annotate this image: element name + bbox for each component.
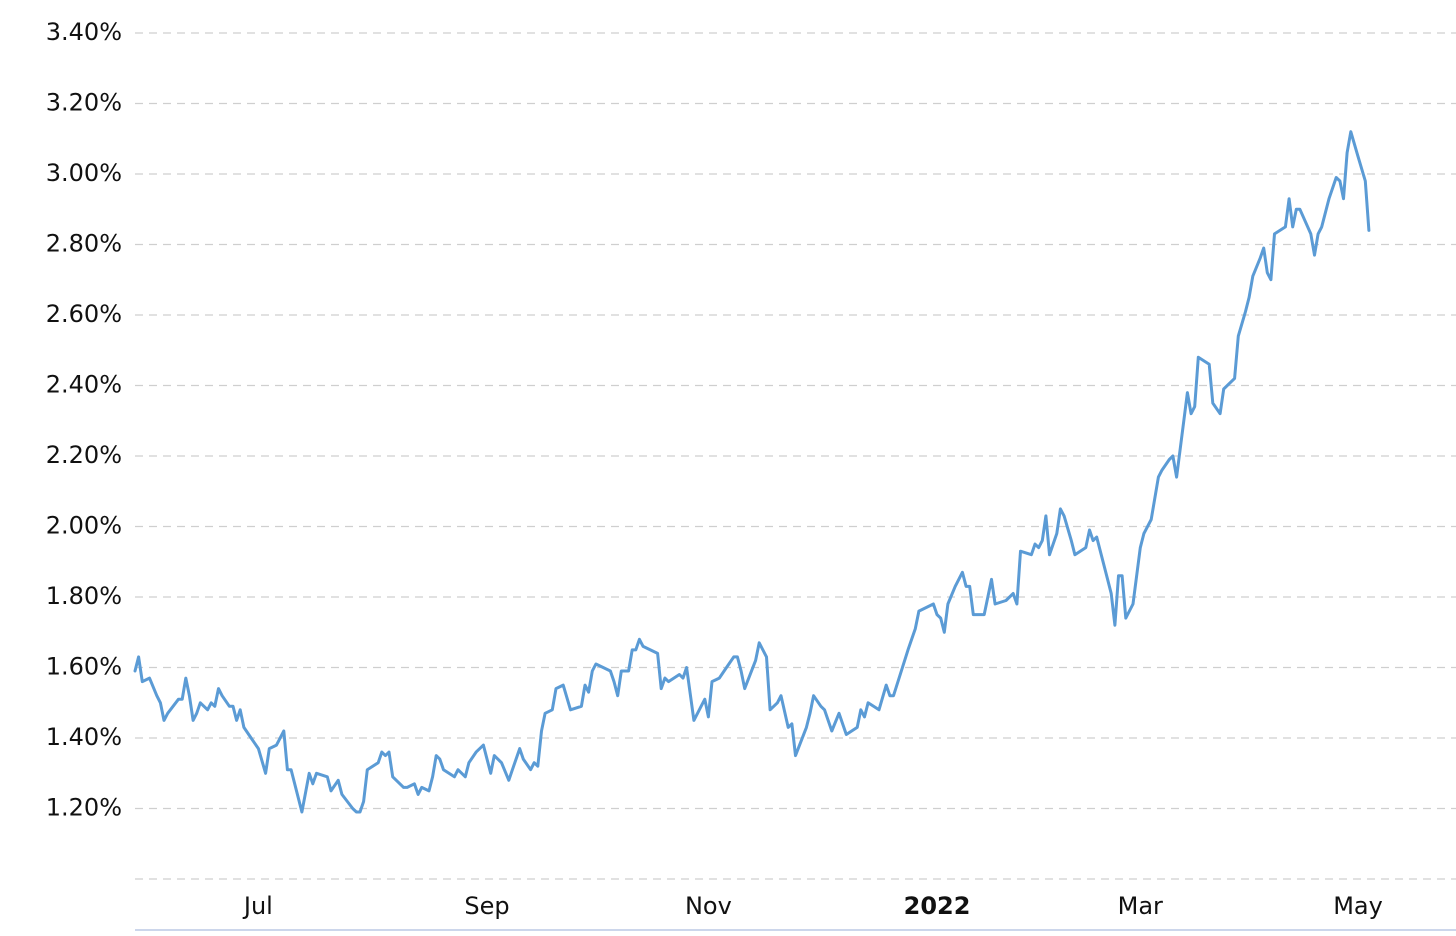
y-tick-label: 3.40% [46, 18, 122, 46]
y-tick-label: 1.40% [46, 723, 122, 751]
x-tick-label: Jul [242, 892, 273, 920]
line-series [133, 130, 1371, 814]
y-tick-label: 3.00% [46, 159, 122, 187]
y-tick-label: 2.80% [46, 230, 122, 258]
x-tick-label: Nov [685, 892, 732, 920]
y-tick-label: 2.20% [46, 441, 122, 469]
y-tick-label: 1.60% [46, 653, 122, 681]
x-tick-label: May [1333, 892, 1383, 920]
y-tick-label: 2.00% [46, 512, 122, 540]
y-tick-label: 2.40% [46, 371, 122, 399]
y-tick-label: 1.20% [46, 794, 122, 822]
y-tick-label: 2.60% [46, 300, 122, 328]
y-tick-label: 3.20% [46, 89, 122, 117]
x-tick-label: 2022 [904, 892, 971, 920]
x-tick-label: Mar [1118, 892, 1163, 920]
y-tick-label: 1.80% [46, 582, 122, 610]
x-tick-label: Sep [464, 892, 509, 920]
